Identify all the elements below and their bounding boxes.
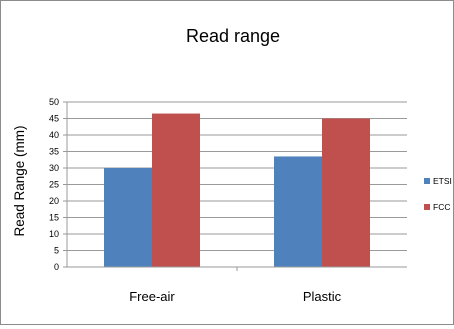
y-tick-label: 45 <box>49 114 59 124</box>
axes <box>66 102 407 268</box>
y-tick-label: 35 <box>49 147 59 157</box>
y-tick-label: 40 <box>49 130 59 140</box>
x-axis-ticks: Free-air Plastic <box>129 289 341 304</box>
x-tick-label: Plastic <box>303 289 342 304</box>
x-tick-label: Free-air <box>129 289 175 304</box>
y-tick-label: 25 <box>49 180 59 190</box>
legend: ETSI FCC <box>424 176 452 212</box>
legend-label: ETSI <box>433 176 452 186</box>
y-tick-label: 20 <box>49 196 59 206</box>
bars <box>104 113 370 267</box>
y-tick-label: 5 <box>54 246 59 256</box>
bar-etsi-plastic <box>274 156 322 267</box>
y-tick-label: 15 <box>49 213 59 223</box>
y-axis-label: Read Range (mm) <box>12 125 27 236</box>
bar-etsi-free-air <box>104 168 152 267</box>
y-tick-label: 10 <box>49 229 59 239</box>
legend-swatch-fcc <box>424 204 430 210</box>
bar-fcc-free-air <box>152 113 200 267</box>
legend-label: FCC <box>433 202 450 212</box>
bar-chart: Read range Read Range (mm) 0 5 10 15 20 25 30 3… <box>12 26 452 304</box>
y-tick-label: 30 <box>49 163 59 173</box>
y-tick-label: 0 <box>54 262 59 272</box>
y-axis-ticks: 0 5 10 15 20 25 30 35 40 45 50 <box>49 97 59 272</box>
bar-fcc-plastic <box>322 118 370 267</box>
chart-title: Read range <box>186 26 280 46</box>
y-tick-label: 50 <box>49 97 59 107</box>
legend-swatch-etsi <box>424 178 430 184</box>
